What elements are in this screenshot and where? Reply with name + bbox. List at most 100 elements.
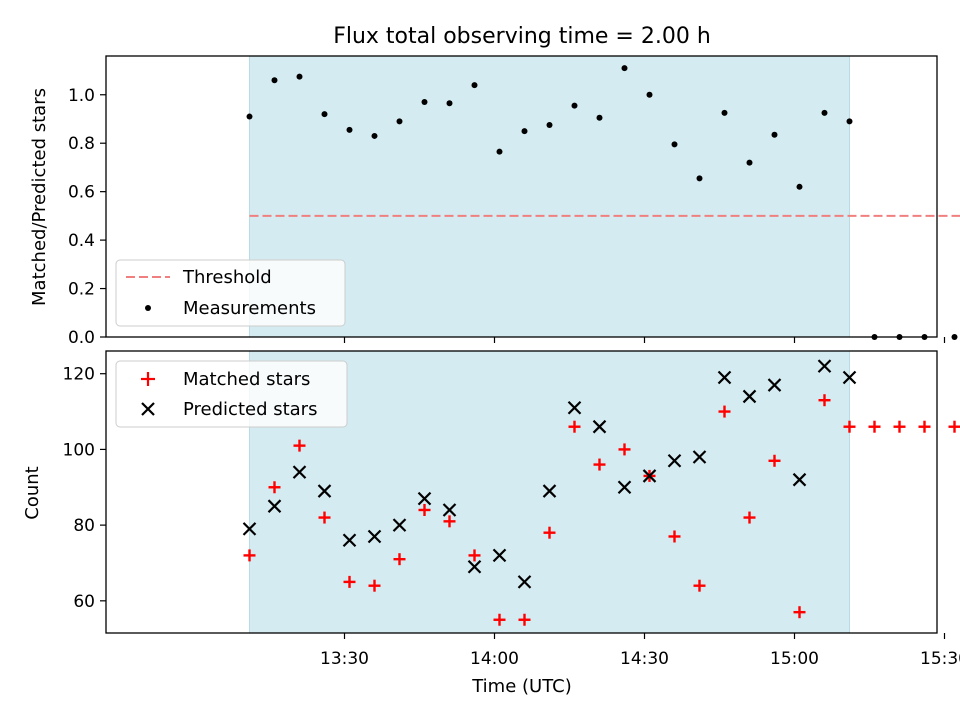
bottom-axes-frame xyxy=(105,350,938,634)
predicted-star-point xyxy=(842,370,857,385)
legend-predicted-swatch xyxy=(141,402,155,416)
matched-star-point xyxy=(318,511,331,524)
predicted-star-point xyxy=(317,484,332,498)
measurement-points xyxy=(246,65,958,340)
measurement-point xyxy=(821,109,828,116)
x-tick-label: 14:30 xyxy=(620,649,669,669)
legend-measurements-swatch xyxy=(145,305,151,311)
predicted-star-point xyxy=(492,548,507,563)
top-y-tick-label: 0.0 xyxy=(68,328,95,348)
measurement-point xyxy=(396,118,403,125)
measurement-point xyxy=(271,77,278,84)
measurement-point xyxy=(321,111,328,118)
matched-star-point xyxy=(868,420,881,433)
matched-star-point xyxy=(948,420,960,433)
predicted-star-point xyxy=(392,518,407,532)
predicted-star-points xyxy=(242,359,857,589)
x-tick-label: 15:00 xyxy=(770,649,819,669)
matched-star-point xyxy=(718,405,731,418)
matched-star-point xyxy=(618,443,631,456)
predicted-star-point xyxy=(617,480,632,495)
predicted-star-point xyxy=(342,533,357,548)
measurement-point xyxy=(421,99,428,106)
top-panel: 0.0 0.2 0.4 0.6 0.8 1.0 Matched/Predicted sta… xyxy=(29,55,960,348)
matched-star-point xyxy=(593,458,606,471)
predicted-star-point xyxy=(442,503,457,517)
bottom-y-tick-label: 100 xyxy=(63,440,95,460)
bottom-y-axis-label: Count xyxy=(22,466,43,519)
predicted-star-point xyxy=(542,484,557,498)
bottom-y-ticks: 60 80 100 120 xyxy=(63,365,106,612)
measurement-point xyxy=(246,113,253,120)
measurement-point xyxy=(346,126,353,133)
x-axis-label: Time (UTC) xyxy=(471,676,572,697)
predicted-star-point xyxy=(717,370,732,385)
measurement-point xyxy=(571,102,578,109)
measurement-point xyxy=(721,109,728,116)
x-tick-label: 13:30 xyxy=(320,649,369,669)
measurement-point xyxy=(671,141,678,148)
top-legend-box xyxy=(115,259,346,327)
legend-measurements-label: Measurements xyxy=(183,298,316,319)
matched-star-point xyxy=(443,515,456,528)
matched-star-point xyxy=(268,481,281,494)
predicted-star-point xyxy=(767,378,782,392)
top-y-tick-label: 0.4 xyxy=(68,231,95,251)
legend-matched-label: Matched stars xyxy=(183,369,310,390)
predicted-star-point xyxy=(267,499,282,513)
predicted-star-point xyxy=(592,419,607,434)
matched-star-point xyxy=(343,575,356,588)
matched-star-point xyxy=(543,526,556,539)
matched-star-point xyxy=(818,394,831,407)
measurement-point xyxy=(371,132,378,139)
matched-star-point xyxy=(418,503,431,516)
matched-star-points xyxy=(243,394,960,626)
matched-star-point xyxy=(893,420,906,433)
matched-star-point xyxy=(493,613,506,626)
predicted-star-point xyxy=(367,529,382,544)
measurement-point xyxy=(951,334,958,340)
matched-star-point xyxy=(843,420,856,433)
predicted-star-point xyxy=(667,453,682,468)
predicted-star-point xyxy=(817,359,832,373)
matched-star-point xyxy=(243,549,256,562)
measurement-point xyxy=(471,82,478,89)
predicted-star-point xyxy=(642,469,657,483)
top-axes-frame xyxy=(105,55,938,338)
matched-star-point xyxy=(743,511,756,524)
measurement-point xyxy=(546,122,553,129)
matched-star-point xyxy=(368,579,381,592)
top-x-ticks xyxy=(343,337,946,343)
predicted-star-point xyxy=(567,401,582,415)
predicted-star-point xyxy=(742,389,757,404)
legend-matched-swatch xyxy=(141,372,155,386)
matched-star-point xyxy=(568,420,581,433)
measurement-point xyxy=(621,65,628,72)
predicted-star-point xyxy=(517,575,532,589)
top-y-ticks: 0.0 0.2 0.4 0.6 0.8 1.0 xyxy=(68,86,106,348)
bottom-panel: 60 80 100 120 13:30 14:00 14:30 15:00 15:30 Cou… xyxy=(22,350,960,697)
matched-star-point xyxy=(668,530,681,543)
legend-predicted-label: Predicted stars xyxy=(183,399,317,420)
top-y-axis-label: Matched/Predicted stars xyxy=(29,88,50,306)
predicted-star-point xyxy=(692,450,707,464)
measurement-point xyxy=(646,91,653,98)
chart-title: Flux total observing time = 2.00 h xyxy=(333,24,711,49)
x-tick-label: 15:30 xyxy=(920,649,960,669)
bottom-x-ticks: 13:30 14:00 14:30 15:00 15:30 xyxy=(320,633,960,669)
top-y-tick-label: 0.6 xyxy=(68,183,95,203)
matched-star-point xyxy=(468,549,481,562)
measurement-point xyxy=(846,118,853,125)
bottom-y-tick-label: 80 xyxy=(73,516,95,536)
x-tick-label: 14:00 xyxy=(470,649,519,669)
matched-star-point xyxy=(393,553,406,566)
legend-threshold-label: Threshold xyxy=(182,267,272,288)
predicted-star-point xyxy=(467,559,482,574)
matched-star-point xyxy=(293,439,306,452)
matched-star-point xyxy=(768,454,781,467)
top-shaded-interval xyxy=(249,55,850,338)
measurement-point xyxy=(296,73,303,80)
bottom-y-tick-label: 120 xyxy=(63,365,95,385)
top-y-tick-label: 0.2 xyxy=(68,280,95,300)
